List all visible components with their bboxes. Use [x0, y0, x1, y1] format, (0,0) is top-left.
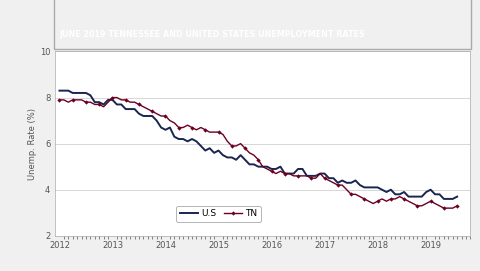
- U.S: [392, 193, 398, 196]
- U.S: [445, 197, 451, 201]
- TN: [105, 101, 111, 104]
- Legend: U.S, TN: U.S, TN: [176, 206, 261, 222]
- TN: [154, 112, 159, 115]
- TN: [109, 96, 115, 99]
- TN: [291, 174, 297, 178]
- TN: [163, 114, 168, 118]
- Text: JUNE 2019 TENNESSEE AND UNITED STATES UNEMPLOYMENT RATES: JUNE 2019 TENNESSEE AND UNITED STATES UN…: [60, 30, 365, 39]
- TN: [450, 207, 456, 210]
- U.S: [441, 197, 447, 201]
- Line: U.S: U.S: [60, 91, 457, 199]
- Line: TN: TN: [58, 96, 459, 210]
- U.S: [57, 89, 62, 92]
- U.S: [149, 114, 155, 118]
- TN: [397, 195, 403, 198]
- U.S: [454, 195, 460, 198]
- TN: [441, 207, 447, 210]
- U.S: [450, 197, 456, 201]
- TN: [454, 204, 460, 208]
- Y-axis label: Unemp. Rate (%): Unemp. Rate (%): [28, 108, 37, 180]
- U.S: [158, 126, 164, 129]
- TN: [57, 98, 62, 101]
- U.S: [105, 98, 111, 101]
